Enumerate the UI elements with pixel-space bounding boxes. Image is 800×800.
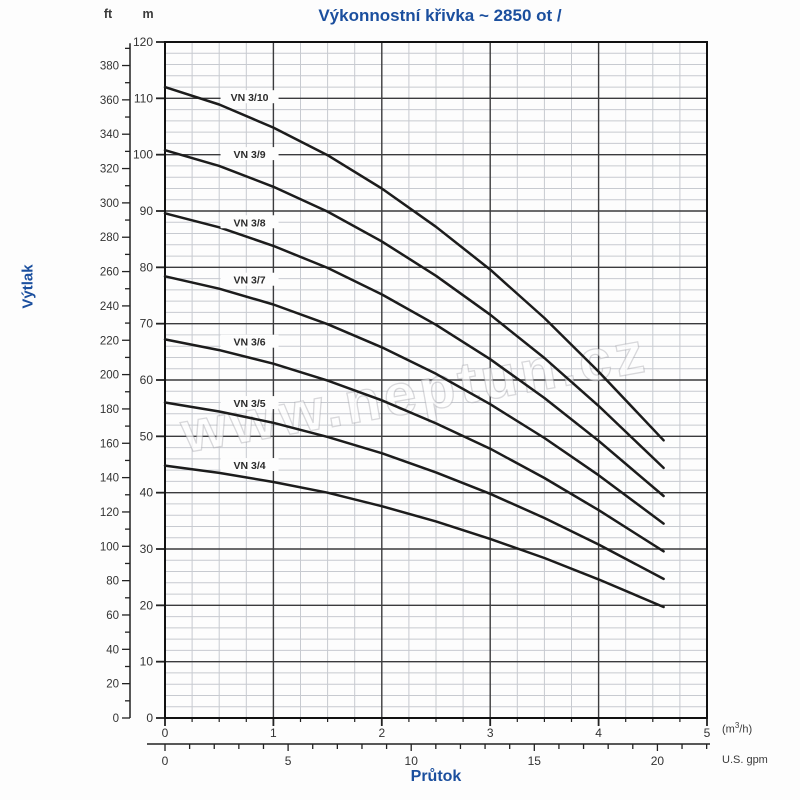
curve-vn-3-5 bbox=[163, 401, 665, 581]
curve-label: VN 3/8 bbox=[233, 217, 265, 229]
curve-vn-3-8 bbox=[163, 212, 665, 498]
tick-label: 160 bbox=[100, 438, 119, 450]
tick-label: 280 bbox=[100, 232, 119, 244]
curve-vn-3-10 bbox=[163, 85, 665, 442]
tick-label: 20 bbox=[106, 679, 119, 691]
m3h-axis: 0 1 2 3 4 5 bbox=[162, 718, 711, 740]
gpm-axis-unit: U.S. gpm bbox=[722, 754, 768, 766]
tick-label: 10 bbox=[140, 655, 154, 669]
curve-vn-3-6 bbox=[163, 338, 665, 553]
tick-label: 60 bbox=[140, 373, 154, 387]
curve-labels: VN 3/10 VN 3/9 VN 3/8 VN 3/7 VN 3/6 VN 3/5 VN … bbox=[220, 90, 279, 472]
gpm-axis: 0 5 10 15 20 bbox=[147, 743, 710, 768]
tick-label: 300 bbox=[100, 198, 119, 210]
tick-label: 4 bbox=[595, 726, 602, 740]
tick-label: 240 bbox=[100, 301, 119, 313]
tick-label: 110 bbox=[134, 91, 153, 105]
curve-label-box bbox=[220, 215, 279, 229]
curve-label: VN 3/7 bbox=[233, 275, 265, 287]
tick-label: 180 bbox=[100, 404, 119, 416]
curve-label-box bbox=[220, 147, 279, 161]
curve-label-box bbox=[220, 272, 279, 286]
y-axis-title: Výtlak bbox=[19, 264, 37, 309]
tick-label: 100 bbox=[100, 541, 119, 553]
curve-vn-3-9 bbox=[163, 148, 665, 470]
ft-axis-unit: ft bbox=[103, 7, 113, 21]
tick-label: 0 bbox=[162, 754, 169, 768]
m-axis-unit: m bbox=[142, 7, 154, 21]
tick-label: 380 bbox=[100, 61, 119, 73]
curve-label-box bbox=[220, 396, 279, 410]
curve-label-box bbox=[220, 334, 279, 348]
tick-label: 3 bbox=[487, 726, 494, 740]
tick-label: 70 bbox=[140, 317, 154, 331]
tick-label: 1 bbox=[270, 726, 277, 740]
tick-label: 220 bbox=[100, 335, 119, 347]
tick-label: 80 bbox=[140, 260, 154, 274]
curve-label-box bbox=[220, 90, 279, 104]
ft-axis: 0 20 40 60 80 100 120 140 160 180 200 220 240 260 280 3… bbox=[100, 43, 131, 725]
curve-label: VN 3/5 bbox=[233, 398, 265, 410]
curve-label: VN 3/9 bbox=[233, 149, 265, 161]
tick-label: 15 bbox=[528, 754, 542, 768]
tick-label: 100 bbox=[133, 148, 153, 162]
tick-label: 340 bbox=[100, 129, 119, 141]
tick-label: 40 bbox=[140, 486, 154, 500]
tick-label: 120 bbox=[100, 507, 119, 519]
tick-label: 40 bbox=[106, 644, 119, 656]
tick-label: 140 bbox=[100, 473, 119, 485]
tick-label: 0 bbox=[113, 713, 119, 725]
tick-label: 90 bbox=[140, 204, 154, 218]
curves bbox=[163, 85, 665, 609]
tick-label: 0 bbox=[146, 711, 153, 725]
tick-label: 30 bbox=[140, 542, 154, 556]
curve-label-box bbox=[220, 458, 279, 472]
tick-label: 320 bbox=[100, 164, 119, 176]
x-axis-title: Průtok bbox=[410, 768, 462, 785]
curve-label: VN 3/4 bbox=[233, 460, 265, 472]
tick-label: 2 bbox=[378, 726, 385, 740]
tick-label: 0 bbox=[162, 726, 169, 740]
curve-label: VN 3/6 bbox=[233, 337, 265, 349]
tick-label: 60 bbox=[106, 610, 119, 622]
curve-vn-3-4 bbox=[163, 464, 665, 609]
chart-title: Výkonnostní křivka ~ 2850 ot / bbox=[318, 6, 562, 25]
tick-label: 80 bbox=[106, 576, 119, 588]
tick-label: 20 bbox=[140, 598, 154, 612]
tick-label: 5 bbox=[704, 726, 711, 740]
tick-label: 20 bbox=[651, 754, 665, 768]
tick-label: 120 bbox=[133, 35, 153, 49]
tick-label: 360 bbox=[100, 95, 119, 107]
curve-vn-3-7 bbox=[163, 275, 665, 525]
tick-label: 10 bbox=[405, 754, 419, 768]
plot-border bbox=[164, 41, 708, 719]
tick-label: 50 bbox=[140, 429, 154, 443]
m-axis: 0 10 20 30 40 50 60 70 80 90 100 110 120 bbox=[133, 35, 165, 725]
m3h-axis-unit: (m3/h) bbox=[722, 721, 753, 736]
tick-label: 200 bbox=[100, 370, 119, 382]
tick-label: 5 bbox=[285, 754, 292, 768]
tick-label: 260 bbox=[100, 267, 119, 279]
curve-label: VN 3/10 bbox=[231, 92, 269, 104]
